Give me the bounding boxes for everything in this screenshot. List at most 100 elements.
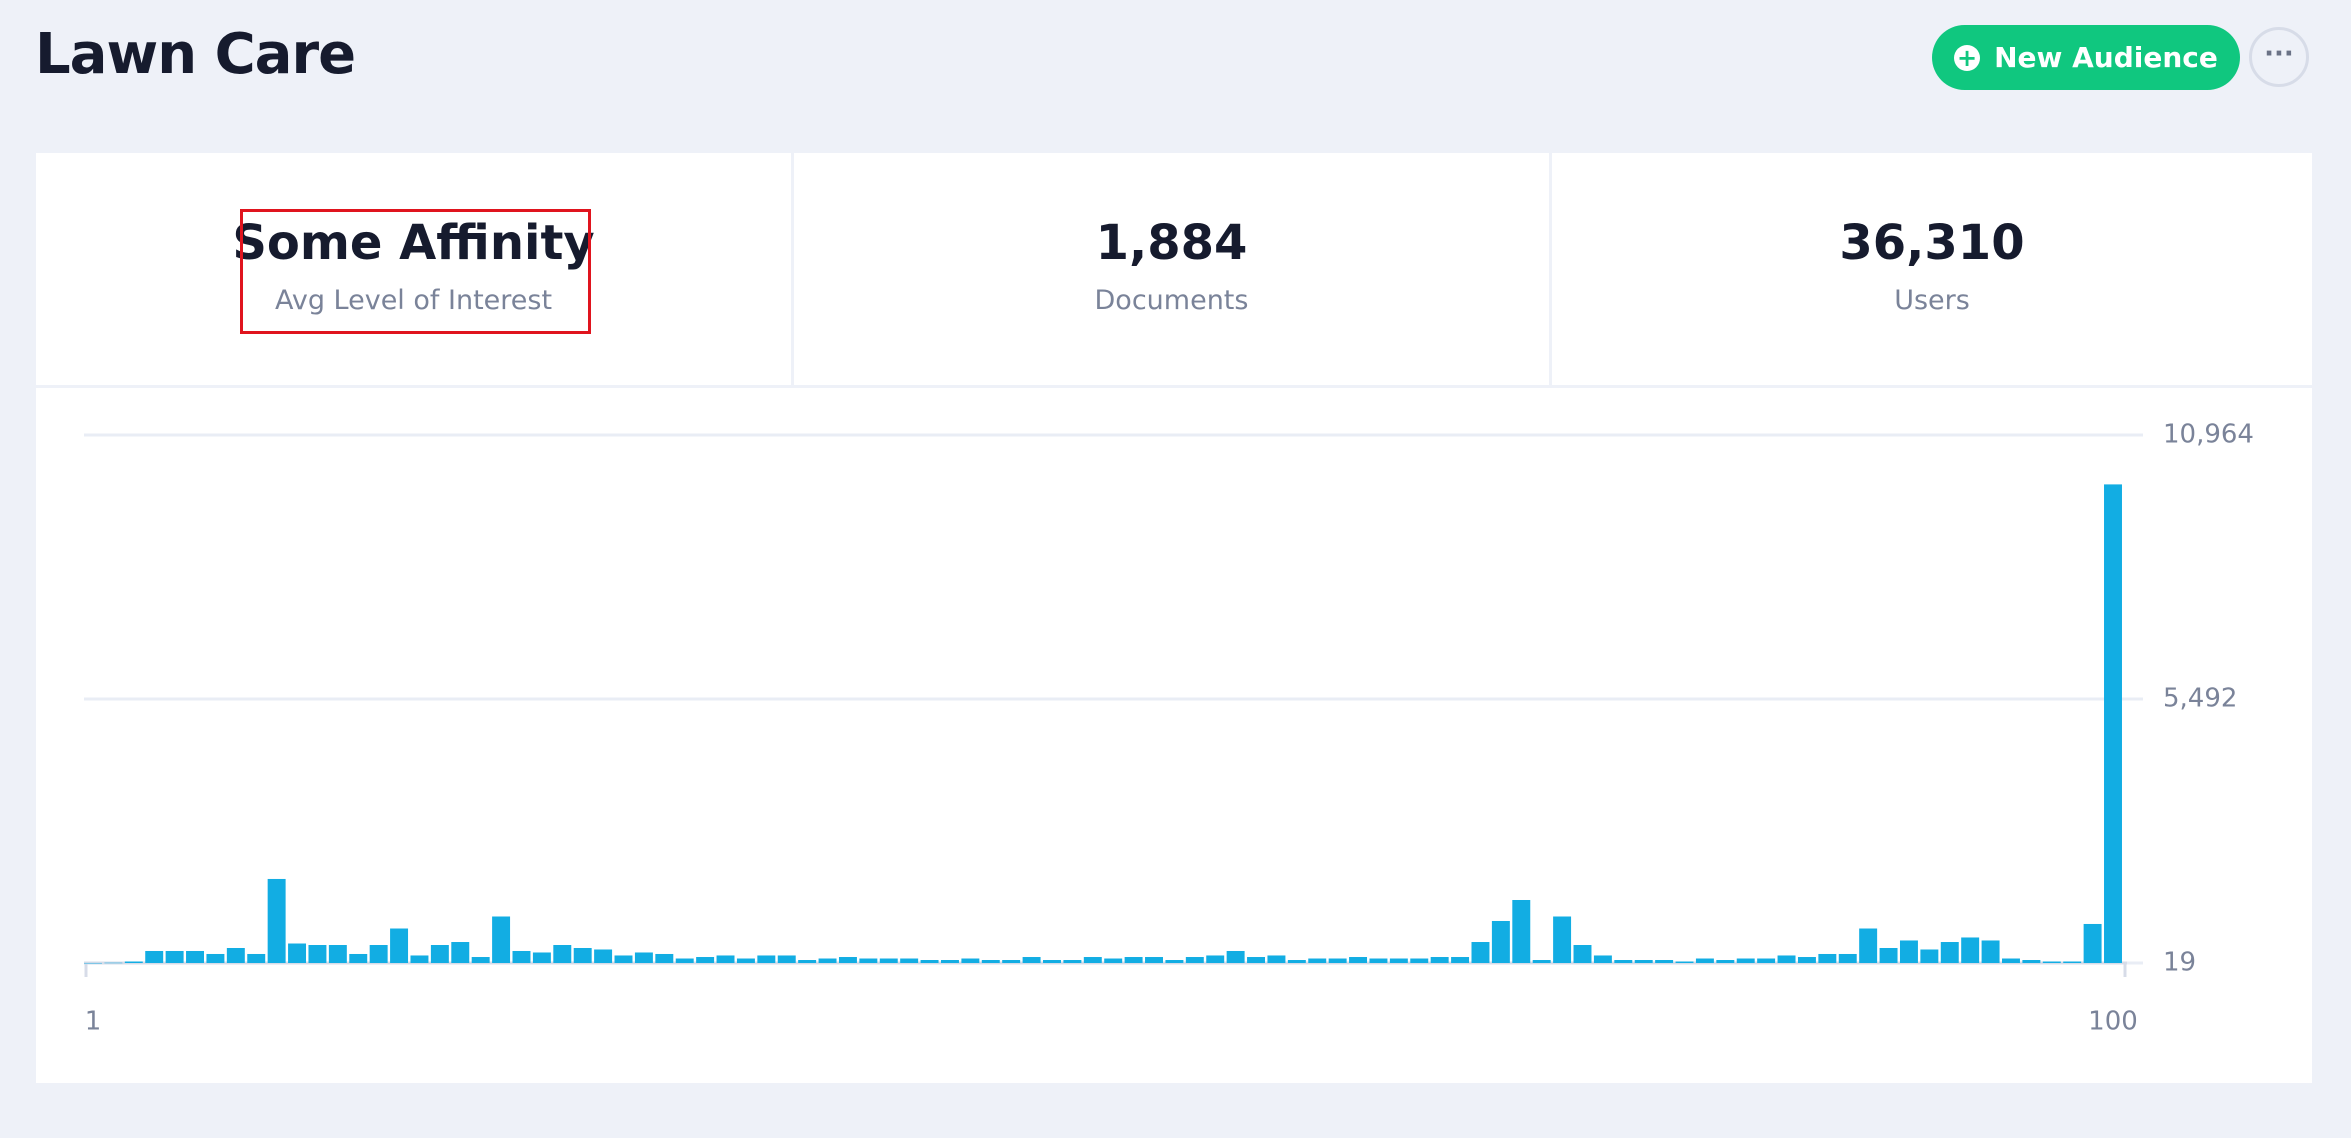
divider: [1549, 153, 1552, 385]
bar: [1838, 953, 1857, 963]
bar: [1920, 949, 1939, 963]
stat-label: Users: [1894, 285, 1970, 316]
page-title: Lawn Care: [35, 22, 356, 87]
bar: [1961, 937, 1980, 963]
bar: [1879, 947, 1898, 963]
bar: [900, 958, 919, 963]
bar: [247, 953, 266, 963]
bar: [1430, 957, 1449, 963]
bar: [1553, 916, 1572, 963]
bar: [1899, 940, 1918, 963]
bar: [573, 947, 592, 963]
y-tick-label: 10,964: [2163, 420, 2254, 450]
highlight-box: [240, 209, 591, 334]
bar: [634, 952, 653, 963]
divider: [791, 153, 794, 385]
bar: [1206, 955, 1225, 963]
bar: [1287, 960, 1306, 963]
bar: [1185, 957, 1204, 963]
bar: [186, 950, 204, 963]
bar: [553, 945, 572, 963]
bar: [1226, 950, 1245, 963]
bar: [1573, 945, 1592, 963]
bar: [1695, 958, 1714, 963]
bar: [798, 960, 817, 963]
bar: [838, 957, 857, 963]
bar: [1165, 960, 1184, 963]
bar: [1104, 958, 1123, 963]
bar: [328, 945, 347, 963]
bar: [696, 957, 715, 963]
y-tick-label: 19: [2163, 948, 2196, 978]
bar: [1349, 957, 1368, 963]
new-audience-button[interactable]: + New Audience: [1932, 25, 2240, 90]
bar: [1389, 958, 1408, 963]
bar: [84, 962, 102, 964]
divider: [36, 385, 2312, 388]
bar: [879, 958, 898, 963]
bar: [1532, 960, 1551, 963]
bar: [920, 960, 939, 963]
bar: [1797, 957, 1816, 963]
bar: [1043, 960, 1061, 963]
bar: [1593, 955, 1612, 963]
bar: [308, 945, 327, 963]
bar: [1471, 942, 1490, 963]
stat-value: 1,884: [1095, 215, 1248, 271]
more-button[interactable]: ···: [2249, 27, 2309, 87]
bar: [594, 949, 613, 963]
bar: [1410, 958, 1429, 963]
bar: [532, 952, 551, 963]
bar: [1308, 958, 1327, 963]
bar: [981, 960, 1000, 963]
bar: [2042, 961, 2061, 963]
bar: [1818, 953, 1837, 963]
bar: [1859, 928, 1878, 963]
y-tick-label: 5,492: [2163, 683, 2237, 713]
bar: [1451, 957, 1470, 963]
bar: [288, 943, 307, 963]
panel: Some Affinity Avg Level of Interest 1,884…: [36, 153, 2312, 1083]
bar: [716, 955, 735, 963]
bar: [1063, 960, 1082, 963]
bar: [2104, 484, 2122, 963]
bar: [961, 958, 980, 963]
bar: [430, 945, 449, 963]
bar: [451, 942, 470, 963]
bar: [124, 961, 143, 963]
x-tick-label: 100: [2088, 1007, 2138, 1037]
bar: [1655, 960, 1674, 963]
bar: [818, 958, 837, 963]
bar: [104, 962, 123, 964]
bar: [777, 955, 796, 963]
bar: [1491, 920, 1510, 963]
bar: [1940, 942, 1959, 963]
bar: [1247, 957, 1266, 963]
x-tick-label: 1: [85, 1007, 102, 1037]
bar: [1757, 958, 1776, 963]
bar: [614, 955, 633, 963]
bar: [1145, 957, 1163, 963]
bar: [675, 958, 694, 963]
stat: Some Affinity Avg Level of Interest: [36, 153, 791, 385]
bar: [206, 953, 225, 963]
button-label: New Audience: [1994, 41, 2218, 74]
bar: [267, 878, 286, 963]
bar: [349, 953, 368, 963]
bar: [1777, 955, 1796, 963]
stat-label: Documents: [1094, 285, 1249, 316]
bar: [757, 955, 776, 963]
bar: [1124, 957, 1143, 963]
bar: [2002, 958, 2020, 963]
bar: [2022, 960, 2041, 963]
bar: [2063, 961, 2082, 963]
bar: [1981, 940, 2000, 963]
stat: 1,884 Documents: [794, 153, 1549, 385]
bar: [1716, 960, 1735, 963]
stat-label: Avg Level of Interest: [274, 285, 553, 316]
bar: [736, 958, 755, 963]
bar: [1002, 960, 1021, 963]
plus-icon: +: [1954, 44, 1981, 71]
stat: 36,310 Users: [1552, 153, 2312, 385]
